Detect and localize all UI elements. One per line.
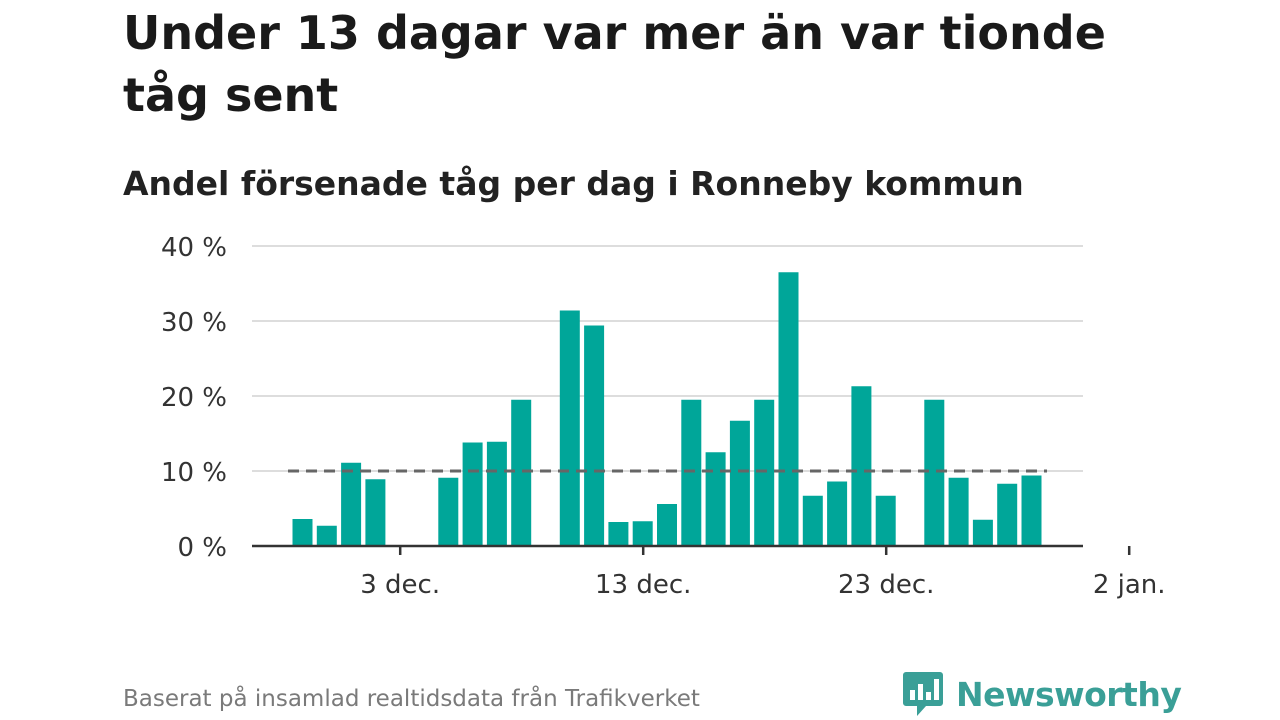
x-tick-label: 2 jan.: [1093, 570, 1166, 600]
y-tick-label: 30 %: [161, 308, 227, 338]
bar-2022-12-08: [511, 399, 532, 546]
x-tick-label: 23 dec.: [838, 570, 934, 600]
y-tick-label: 10 %: [161, 458, 227, 488]
bar-2022-12-23: [875, 495, 896, 546]
x-tick-label: 13 dec.: [595, 570, 691, 600]
bar-2022-12-17: [729, 420, 750, 546]
bar-2022-12-13: [632, 521, 653, 546]
bar-2022-12-06: [462, 442, 483, 546]
y-tick-label: 40 %: [161, 233, 227, 263]
bar-chart: 0 % 10 % 20 % 30 % 40 % 3 dec. 13 dec. 23 dec.…: [161, 233, 1166, 600]
bar-chart-speech-bubble-icon: [903, 672, 943, 716]
gridlines: [252, 245, 1083, 472]
chart-subtitle: Andel försenade tåg per dag i Ronneby ko…: [123, 164, 1024, 203]
bar-2022-12-25: [924, 399, 945, 546]
bar-2022-12-19: [778, 272, 799, 546]
bar-2022-12-26: [948, 477, 969, 546]
bar-2022-12-28: [997, 483, 1018, 546]
bar-2022-12-05: [438, 477, 459, 546]
bar-2022-12-14: [657, 504, 677, 546]
y-axis-tick-labels: 0 % 10 % 20 % 30 % 40 %: [161, 233, 227, 563]
chart-title: Under 13 dagar var mer än var tionde tåg…: [123, 6, 1106, 122]
bar-2022-12-21: [827, 481, 848, 546]
source-note: Baserat på insamlad realtidsdata från Tr…: [123, 686, 700, 712]
bar-2022-12-12: [608, 522, 629, 546]
bar-2022-12-02: [365, 479, 386, 546]
bar-2022-12-20: [802, 495, 823, 546]
y-tick-label: 0 %: [177, 533, 227, 563]
bar-2022-12-29: [1021, 475, 1042, 546]
bar-2022-12-27: [972, 519, 993, 546]
bar-2022-12-11: [584, 325, 605, 546]
bar-2022-11-29: [292, 519, 313, 546]
bar-2022-12-01: [341, 462, 362, 546]
bar-2022-12-18: [754, 399, 775, 546]
bar-2022-12-15: [681, 399, 702, 546]
brand-name: Newsworthy: [956, 674, 1182, 714]
x-tick-label: 3 dec.: [360, 570, 440, 600]
bar-2022-12-10: [559, 310, 580, 546]
bar-2022-12-22: [851, 386, 872, 546]
bar-2022-12-16: [705, 452, 726, 546]
bar-2022-12-07: [486, 441, 507, 546]
y-tick-label: 20 %: [161, 383, 227, 413]
bar-2022-11-30: [316, 525, 337, 546]
x-axis: 3 dec. 13 dec. 23 dec. 2 jan.: [252, 544, 1166, 600]
newsworthy-logo: Newsworthy: [902, 670, 1182, 718]
bars: [292, 272, 1042, 546]
